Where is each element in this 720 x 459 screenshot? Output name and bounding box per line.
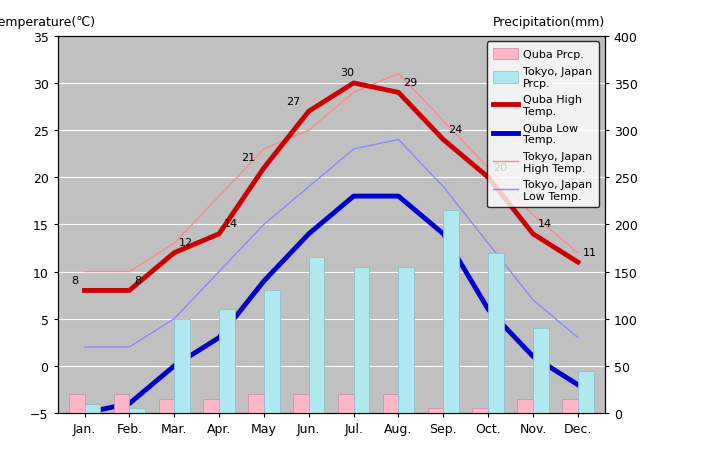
Bar bbox=[69, 394, 84, 413]
Bar bbox=[518, 399, 533, 413]
Text: 21: 21 bbox=[241, 153, 256, 163]
Bar bbox=[203, 399, 219, 413]
Text: 8: 8 bbox=[134, 275, 141, 285]
Text: Precipitation(mm): Precipitation(mm) bbox=[492, 16, 605, 29]
Text: 12: 12 bbox=[179, 238, 193, 247]
Text: 8: 8 bbox=[71, 275, 78, 285]
Bar bbox=[219, 309, 235, 413]
Bar bbox=[264, 291, 279, 413]
Bar bbox=[354, 267, 369, 413]
Text: 29: 29 bbox=[403, 78, 417, 88]
Bar bbox=[84, 404, 100, 413]
Text: 24: 24 bbox=[448, 125, 462, 134]
Text: 30: 30 bbox=[340, 68, 354, 78]
Text: Temperature(℃): Temperature(℃) bbox=[0, 16, 95, 29]
Bar bbox=[309, 258, 325, 413]
Bar bbox=[472, 409, 488, 413]
Bar bbox=[383, 394, 398, 413]
Bar bbox=[562, 399, 578, 413]
Bar bbox=[578, 371, 593, 413]
Bar bbox=[174, 319, 190, 413]
Legend: Quba Prcp., Tokyo, Japan
Prcp., Quba High
Temp., Quba Low
Temp., Tokyo, Japan
Hi: Quba Prcp., Tokyo, Japan Prcp., Quba Hig… bbox=[487, 42, 599, 208]
Text: 20: 20 bbox=[492, 162, 507, 172]
Bar bbox=[488, 253, 504, 413]
Bar bbox=[398, 267, 414, 413]
Bar bbox=[428, 409, 444, 413]
Text: 27: 27 bbox=[287, 96, 300, 106]
Text: 11: 11 bbox=[582, 247, 596, 257]
Bar bbox=[338, 394, 354, 413]
Bar bbox=[293, 394, 309, 413]
Text: 14: 14 bbox=[538, 219, 552, 229]
Bar bbox=[158, 399, 174, 413]
Bar bbox=[533, 329, 549, 413]
Bar bbox=[248, 394, 264, 413]
Bar bbox=[130, 409, 145, 413]
Bar bbox=[444, 211, 459, 413]
Text: 14: 14 bbox=[223, 219, 238, 229]
Bar bbox=[114, 394, 130, 413]
